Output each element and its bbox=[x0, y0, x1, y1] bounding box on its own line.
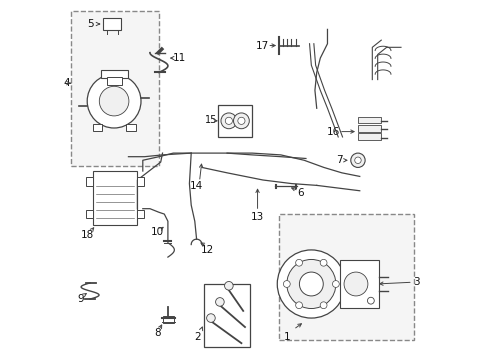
Circle shape bbox=[320, 302, 327, 309]
Text: 2: 2 bbox=[195, 332, 201, 342]
Circle shape bbox=[234, 113, 249, 129]
Circle shape bbox=[295, 259, 302, 266]
Text: 16: 16 bbox=[327, 127, 341, 136]
Circle shape bbox=[225, 117, 232, 125]
Circle shape bbox=[295, 302, 302, 309]
Circle shape bbox=[299, 272, 323, 296]
Bar bbox=[86, 210, 93, 219]
Text: 14: 14 bbox=[190, 181, 203, 192]
Circle shape bbox=[216, 298, 224, 306]
Circle shape bbox=[287, 260, 336, 309]
Circle shape bbox=[283, 280, 290, 287]
Bar bbox=[358, 125, 381, 132]
Bar bbox=[86, 177, 93, 186]
Text: 3: 3 bbox=[413, 277, 419, 287]
Bar bbox=[126, 124, 136, 131]
Circle shape bbox=[320, 259, 327, 266]
Bar bbox=[358, 134, 381, 140]
Bar bbox=[204, 284, 250, 347]
Text: 10: 10 bbox=[151, 227, 164, 237]
Text: 15: 15 bbox=[205, 115, 217, 125]
Text: 18: 18 bbox=[81, 230, 95, 239]
Text: 13: 13 bbox=[251, 212, 264, 221]
Text: 17: 17 bbox=[256, 41, 269, 50]
Text: 4: 4 bbox=[63, 78, 70, 88]
Circle shape bbox=[221, 113, 237, 129]
Bar bbox=[93, 171, 137, 225]
Circle shape bbox=[333, 280, 339, 287]
Text: 12: 12 bbox=[201, 245, 214, 255]
Circle shape bbox=[351, 153, 365, 167]
Text: 6: 6 bbox=[297, 188, 304, 198]
Bar bbox=[103, 18, 122, 31]
Text: 5: 5 bbox=[88, 19, 94, 29]
Bar bbox=[340, 260, 379, 308]
Bar bbox=[93, 124, 102, 131]
Circle shape bbox=[277, 250, 345, 318]
Bar bbox=[71, 12, 159, 166]
Circle shape bbox=[355, 157, 361, 163]
Bar bbox=[137, 210, 144, 219]
Circle shape bbox=[224, 282, 233, 290]
Circle shape bbox=[368, 297, 374, 304]
Bar bbox=[358, 117, 381, 123]
Text: 9: 9 bbox=[78, 294, 84, 304]
Bar bbox=[107, 77, 122, 85]
Circle shape bbox=[99, 86, 129, 116]
Bar bbox=[100, 70, 127, 78]
Bar bbox=[163, 316, 174, 323]
Bar bbox=[218, 105, 252, 137]
Bar bbox=[279, 214, 414, 339]
Text: 11: 11 bbox=[173, 53, 186, 63]
Circle shape bbox=[238, 117, 245, 125]
Circle shape bbox=[87, 74, 141, 128]
Text: 1: 1 bbox=[284, 332, 291, 342]
Circle shape bbox=[207, 314, 215, 322]
Text: 8: 8 bbox=[154, 328, 160, 338]
Bar bbox=[137, 177, 144, 186]
Circle shape bbox=[344, 272, 368, 296]
Text: 7: 7 bbox=[336, 155, 343, 165]
